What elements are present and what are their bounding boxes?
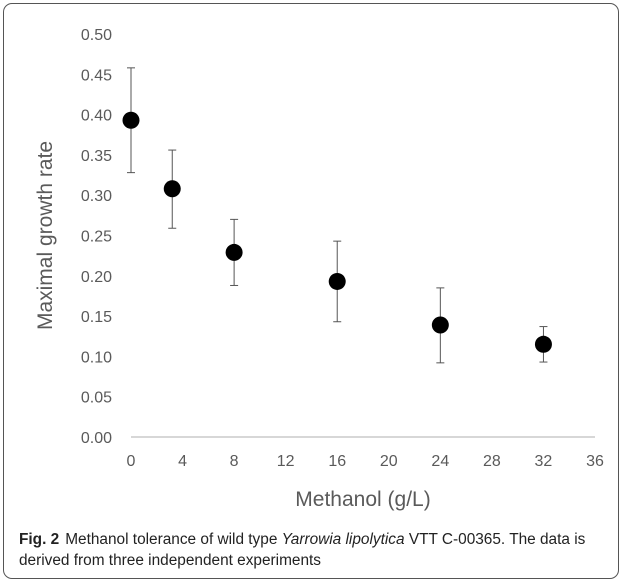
scatter-chart: 0.00 0.05 0.10 0.15 0.20 0.25 0.30 0.35 0.40 0.45… — [34, 27, 604, 511]
figure-frame — [3, 3, 619, 579]
y-tick-label: 0.15 — [81, 309, 112, 326]
data-point — [534, 335, 552, 353]
x-tick-label: 8 — [230, 453, 239, 470]
x-tick-label: 12 — [277, 453, 295, 470]
y-axis-title: Maximal growth rate — [34, 141, 57, 330]
data-points — [122, 111, 552, 353]
x-tick-label: 24 — [431, 453, 449, 470]
error-bars — [127, 67, 548, 364]
data-point — [328, 272, 346, 290]
y-tick-label: 0.10 — [81, 349, 112, 366]
y-tick-label: 0.35 — [81, 148, 112, 165]
figure-caption: Fig. 2 Methanol tolerance of wild type Ya… — [19, 529, 609, 571]
data-point — [163, 180, 181, 198]
y-tick-label: 0.30 — [81, 188, 112, 205]
y-tick-label: 0.00 — [81, 430, 112, 447]
y-tick-label: 0.45 — [81, 67, 112, 84]
data-point — [122, 111, 140, 129]
caption-text-start: Methanol tolerance of wild type — [65, 531, 282, 548]
y-tick-label: 0.05 — [81, 390, 112, 407]
y-tick-label: 0.40 — [81, 108, 112, 125]
y-tick-label: 0.50 — [81, 27, 112, 44]
figure-label: Fig. 2 — [19, 531, 60, 548]
x-tick-label: 16 — [328, 453, 346, 470]
x-tick-label: 28 — [483, 453, 501, 470]
x-axis-title: Methanol (g/L) — [295, 488, 430, 511]
y-tick-label: 0.25 — [81, 229, 112, 246]
x-tick-label: 4 — [178, 453, 187, 470]
caption-text-end: VTT C-00365. The data is derived from th… — [19, 531, 586, 569]
data-point — [431, 316, 449, 334]
data-point — [225, 243, 243, 261]
x-tick-label: 32 — [535, 453, 553, 470]
tick-labels: 0.00 0.05 0.10 0.15 0.20 0.25 0.30 0.35 0.40 0.45… — [81, 27, 604, 470]
x-tick-label: 20 — [380, 453, 398, 470]
x-tick-label: 0 — [127, 453, 136, 470]
caption-species: Yarrowia lipolytica — [281, 531, 405, 548]
x-tick-label: 36 — [586, 453, 604, 470]
y-tick-label: 0.20 — [81, 269, 112, 286]
